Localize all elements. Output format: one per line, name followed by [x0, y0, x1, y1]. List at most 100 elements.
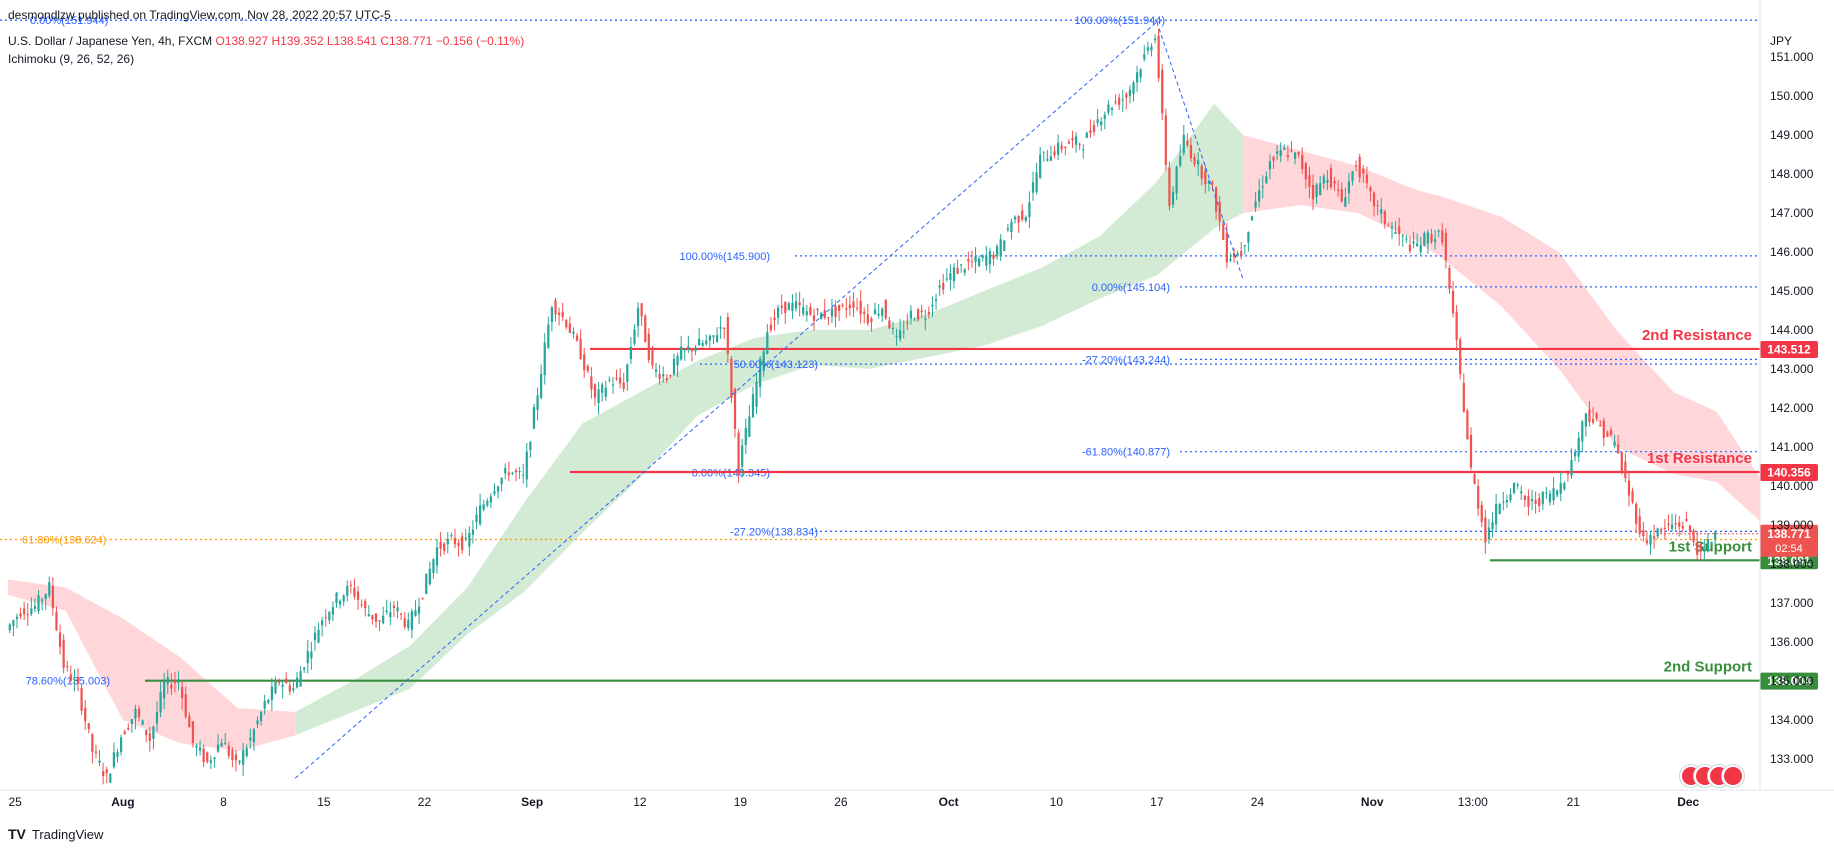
candle-body — [1272, 157, 1275, 161]
candle-body — [51, 585, 54, 609]
candle-body — [288, 685, 291, 692]
candle-body — [1383, 211, 1386, 224]
candle-body — [37, 595, 40, 612]
candle-body — [733, 389, 737, 429]
candle-body — [877, 313, 880, 316]
time-tick-label: 12 — [633, 795, 647, 809]
candle-body — [1362, 168, 1365, 174]
candle-body — [992, 254, 995, 259]
candle-body — [1035, 172, 1038, 193]
candle-body — [583, 354, 586, 371]
candle-body — [1197, 160, 1200, 165]
level-price-text: 140.356 — [1767, 465, 1811, 479]
candle-body — [1398, 226, 1401, 235]
candle-body — [1559, 482, 1562, 494]
candle-body — [1484, 517, 1487, 543]
candle-body — [1473, 474, 1476, 485]
time-tick-label: 15 — [317, 795, 331, 809]
candle-body — [457, 542, 460, 546]
candle-body — [848, 304, 852, 309]
economic-events[interactable] — [1680, 765, 1744, 787]
candle-body — [891, 327, 895, 329]
candle-body — [66, 666, 69, 668]
candle-body — [884, 300, 887, 319]
candle-body — [565, 320, 568, 328]
candle-body — [12, 620, 15, 627]
candle-body — [148, 733, 151, 741]
time-tick-label: 26 — [834, 795, 848, 809]
candle-body — [62, 639, 65, 668]
candle-body — [949, 273, 952, 280]
candle-body — [644, 315, 647, 343]
candle-body — [1430, 234, 1433, 242]
time-tick-label: Dec — [1677, 795, 1699, 809]
candle-body — [274, 681, 277, 694]
candle-body — [1189, 145, 1193, 159]
support-resistance-levels: 2nd Resistance 143.512 1st Resistance 140.3… — [145, 327, 1818, 690]
candle-body — [924, 318, 927, 320]
candle-body — [590, 376, 593, 390]
price-tick-label: 145.000 — [1770, 284, 1814, 298]
indicator-label[interactable]: Ichimoku (9, 26, 52, 26) — [8, 52, 135, 66]
candle-body — [1380, 209, 1383, 214]
candle-body — [1308, 175, 1311, 187]
candle-body — [410, 611, 414, 630]
cloud-segment — [1041, 236, 1100, 327]
candle-body — [102, 771, 105, 777]
candle-body — [507, 472, 510, 476]
price-tick-label: 151.000 — [1770, 50, 1814, 64]
candle-body — [198, 747, 202, 751]
candle-body — [834, 306, 837, 317]
candle-body — [249, 737, 252, 741]
candle-body — [1699, 543, 1702, 550]
time-tick-label: Sep — [521, 795, 543, 809]
bar-countdown-text: 02:54 — [1775, 543, 1803, 555]
candle-body — [1376, 204, 1379, 206]
candle-body — [1710, 542, 1713, 545]
candle-body — [615, 377, 618, 380]
price-tick-label: 137.000 — [1770, 596, 1814, 610]
candle-body — [841, 304, 844, 306]
candle-body — [238, 760, 241, 763]
candle-body — [916, 309, 920, 320]
candle-body — [464, 537, 467, 539]
price-tick-label: 133.000 — [1770, 752, 1814, 766]
candle-body — [1326, 179, 1329, 183]
candle-body — [737, 432, 740, 473]
candle-body — [895, 335, 898, 337]
ohlc-low: L138.541 — [326, 34, 377, 48]
candle-body — [40, 599, 44, 602]
candle-body — [1351, 171, 1354, 181]
candle-body — [137, 709, 141, 717]
cloud-segment — [697, 337, 755, 416]
candle-body — [823, 309, 826, 318]
candle-body — [26, 614, 29, 616]
candle-body — [1236, 253, 1239, 257]
level-price-tag — [1760, 340, 1818, 358]
price-tick-label: 134.000 — [1770, 713, 1814, 727]
level-name: 2nd Resistance — [1642, 327, 1752, 344]
candle-body — [554, 300, 557, 315]
candle-body — [1627, 480, 1631, 496]
candle-body — [1369, 187, 1372, 192]
time-tick-label: 19 — [734, 795, 748, 809]
candle-body — [1128, 89, 1132, 97]
candle-body — [1390, 226, 1394, 229]
candle-body — [1670, 524, 1674, 530]
candle-body — [270, 686, 273, 701]
candle-body — [1254, 201, 1257, 208]
candle-body — [152, 726, 155, 739]
candle-body — [827, 317, 830, 319]
candle-body — [224, 743, 227, 745]
candle-body — [1200, 165, 1203, 179]
candle-body — [942, 283, 945, 290]
symbol-name[interactable]: U.S. Dollar / Japanese Yen, 4h, FXCM — [8, 34, 213, 48]
candle-body — [1276, 151, 1279, 154]
publisher-line: desmondlzw published on TradingView.com,… — [8, 8, 391, 22]
candle-body — [995, 246, 999, 257]
flag-icon[interactable] — [1722, 765, 1744, 787]
candle-body — [1523, 495, 1526, 501]
ohlc-close: C138.771 — [380, 34, 433, 48]
price-tick-label: 138.000 — [1770, 557, 1814, 571]
